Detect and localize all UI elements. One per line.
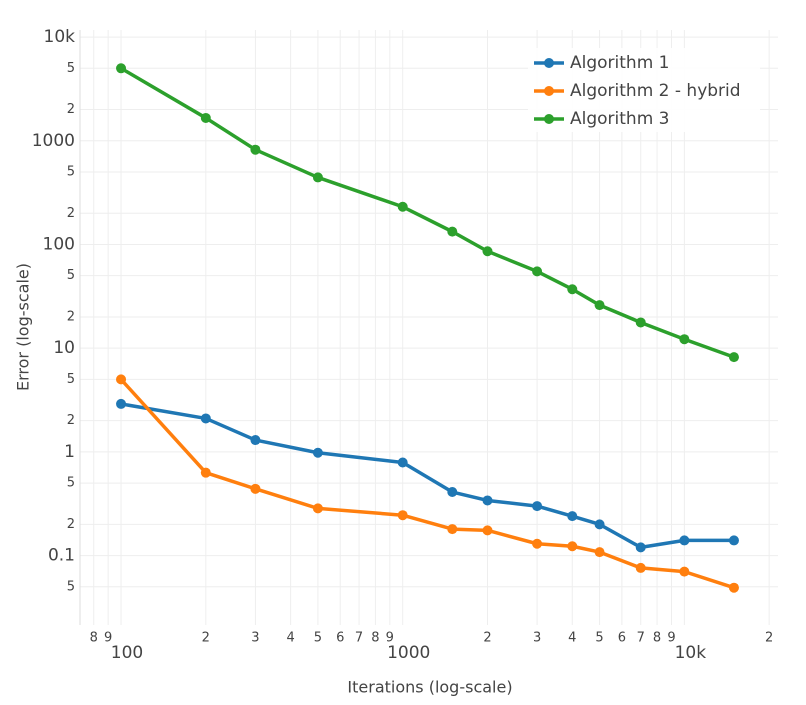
grid xyxy=(80,30,778,625)
data-point xyxy=(200,467,211,478)
y-tick-label: 10 xyxy=(53,338,75,358)
legend-marker xyxy=(544,86,554,96)
x-tick-label: 3 xyxy=(533,631,541,646)
data-point xyxy=(567,511,578,522)
data-point xyxy=(397,510,408,521)
x-tick-label: 7 xyxy=(637,631,645,646)
data-point xyxy=(447,226,458,237)
data-point xyxy=(728,535,739,546)
data-point xyxy=(532,266,543,277)
x-tick-label: 9 xyxy=(667,631,675,646)
data-point xyxy=(594,547,605,558)
data-point xyxy=(532,538,543,549)
data-point xyxy=(728,582,739,593)
x-tick-label: 6 xyxy=(618,631,626,646)
x-tick-label: 4 xyxy=(568,631,576,646)
data-point xyxy=(312,503,323,514)
y-tick-label: 2 xyxy=(67,517,75,532)
x-tick-label: 8 xyxy=(371,631,379,646)
y-tick-label: 100 xyxy=(43,234,75,254)
data-point xyxy=(532,501,543,512)
data-point xyxy=(200,413,211,424)
data-point xyxy=(594,519,605,530)
data-point xyxy=(728,352,739,363)
data-point xyxy=(397,457,408,468)
legend-marker xyxy=(544,58,554,68)
x-axis-label: Iterations (log-scale) xyxy=(347,678,512,697)
legend-box xyxy=(528,48,760,132)
x-tick-label: 5 xyxy=(314,631,322,646)
x-tick-label: 1000 xyxy=(387,643,430,663)
data-point xyxy=(679,334,690,345)
y-tick-label: 5 xyxy=(67,61,75,76)
data-point xyxy=(567,284,578,295)
data-point xyxy=(312,172,323,183)
x-tick-label: 4 xyxy=(286,631,294,646)
y-tick-label: 1 xyxy=(64,442,75,462)
data-point xyxy=(250,144,261,155)
x-tick-label: 8 xyxy=(653,631,661,646)
legend-marker xyxy=(544,114,554,124)
y-tick-label: 10k xyxy=(44,27,76,47)
x-tick-label: 9 xyxy=(104,631,112,646)
x-tick-label: 3 xyxy=(251,631,259,646)
data-point xyxy=(200,112,211,123)
y-tick-label: 0.1 xyxy=(48,546,75,566)
y-tick-label: 5 xyxy=(67,476,75,491)
data-point xyxy=(635,317,646,328)
x-tick-label: 100 xyxy=(111,643,143,663)
x-tick-label: 2 xyxy=(765,631,773,646)
legend-label: Algorithm 3 xyxy=(570,109,669,129)
x-tick-label: 7 xyxy=(355,631,363,646)
y-tick-label: 5 xyxy=(67,579,75,594)
y-tick-label: 1000 xyxy=(32,131,75,151)
x-tick-label: 6 xyxy=(336,631,344,646)
data-point xyxy=(635,562,646,573)
data-point xyxy=(482,495,493,506)
data-point xyxy=(447,487,458,498)
y-tick-label: 2 xyxy=(67,413,75,428)
data-point xyxy=(679,566,690,577)
x-tick-label: 8 xyxy=(90,631,98,646)
data-point xyxy=(679,535,690,546)
data-point xyxy=(250,483,261,494)
x-tick-label: 2 xyxy=(202,631,210,646)
data-point xyxy=(482,246,493,257)
data-point xyxy=(447,524,458,535)
data-point xyxy=(250,435,261,446)
data-point xyxy=(312,447,323,458)
data-point xyxy=(116,398,127,409)
y-tick-label: 5 xyxy=(67,164,75,179)
legend-label: Algorithm 2 - hybrid xyxy=(570,81,741,101)
x-tick-label: 9 xyxy=(386,631,394,646)
y-tick-label: 5 xyxy=(67,372,75,387)
x-tick-label: 5 xyxy=(595,631,603,646)
legend-label: Algorithm 1 xyxy=(570,53,669,73)
data-point xyxy=(116,63,127,74)
data-point xyxy=(482,525,493,536)
data-point xyxy=(594,300,605,311)
data-point xyxy=(635,542,646,553)
y-tick-label: 2 xyxy=(67,102,75,117)
x-tick-label: 2 xyxy=(483,631,491,646)
x-tick-label: 10k xyxy=(675,643,707,663)
data-point xyxy=(116,374,127,385)
data-point xyxy=(397,201,408,212)
y-tick-label: 5 xyxy=(67,268,75,283)
y-tick-label: 2 xyxy=(67,206,75,221)
y-axis-label: Error (log-scale) xyxy=(14,263,33,391)
y-tick-label: 2 xyxy=(67,309,75,324)
data-point xyxy=(567,541,578,552)
